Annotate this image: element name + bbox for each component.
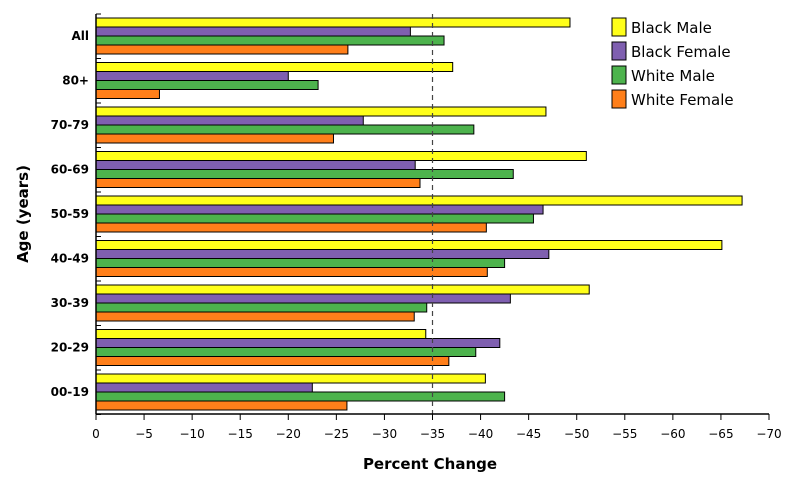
y-tick-label: 50-59 bbox=[51, 207, 89, 221]
legend-swatch bbox=[611, 41, 627, 61]
bar-black-female-60-69 bbox=[95, 160, 416, 170]
bar-black-female-30-39 bbox=[95, 293, 511, 304]
y-tick-label: All bbox=[71, 29, 89, 43]
x-tick-label: 0 bbox=[92, 427, 100, 441]
bar-black-female-70-79 bbox=[95, 115, 364, 126]
legend-label: Black Female bbox=[631, 43, 731, 61]
bar-white-female-70-79 bbox=[95, 133, 334, 144]
bar-black-male-40-49 bbox=[95, 240, 723, 250]
bar-white-female-60-69 bbox=[95, 178, 421, 188]
y-tick-label: 40-49 bbox=[51, 252, 89, 266]
bar-black-male-All bbox=[95, 17, 571, 28]
x-tick-label: −45 bbox=[516, 427, 541, 441]
y-tick-label: 20-29 bbox=[51, 341, 89, 355]
bar-white-male-20-29 bbox=[95, 347, 477, 357]
bar-white-female-80+ bbox=[95, 89, 160, 99]
bar-white-female-00-19 bbox=[95, 400, 348, 411]
bar-white-male-70-79 bbox=[95, 124, 475, 135]
x-tick-label: −65 bbox=[708, 427, 733, 441]
legend-swatch bbox=[611, 65, 627, 85]
x-tick-label: −50 bbox=[564, 427, 589, 441]
x-tick-label: −20 bbox=[276, 427, 301, 441]
x-tick-label: −60 bbox=[660, 427, 685, 441]
bar-black-male-30-39 bbox=[95, 284, 590, 295]
y-tick-label: 80+ bbox=[62, 74, 89, 88]
bar-white-male-All bbox=[95, 35, 445, 46]
x-tick-label: −70 bbox=[756, 427, 781, 441]
y-tick-label: 70-79 bbox=[51, 118, 89, 132]
bar-black-female-80+ bbox=[95, 71, 289, 81]
legend-label: Black Male bbox=[631, 19, 712, 37]
bar-white-female-40-49 bbox=[95, 267, 488, 277]
bar-white-female-All bbox=[95, 44, 349, 55]
y-ticks: All 80+ 70-79 60-69 50-59 40-49 30-39 20-29 00-1… bbox=[51, 13, 101, 415]
legend-swatch bbox=[611, 89, 627, 109]
x-tick-label: −55 bbox=[612, 427, 637, 441]
bar-black-female-50-59 bbox=[95, 204, 544, 215]
bar-black-male-60-69 bbox=[95, 151, 587, 161]
legend-label: White Female bbox=[631, 91, 734, 109]
y-tick-label: 60-69 bbox=[51, 163, 89, 177]
bar-white-male-40-49 bbox=[95, 258, 506, 268]
legend-label: White Male bbox=[631, 67, 715, 85]
x-tick-label: −15 bbox=[228, 427, 253, 441]
x-tick-label: −5 bbox=[135, 427, 153, 441]
bar-black-female-20-29 bbox=[95, 338, 501, 348]
legend-swatch bbox=[611, 17, 627, 37]
bar-black-male-20-29 bbox=[95, 329, 427, 339]
bar-black-female-40-49 bbox=[95, 249, 550, 259]
bar-black-female-00-19 bbox=[95, 382, 313, 393]
bar-white-female-50-59 bbox=[95, 222, 487, 233]
bar-black-male-00-19 bbox=[95, 373, 486, 384]
x-tick-label: −35 bbox=[420, 427, 445, 441]
x-axis-label: Percent Change bbox=[363, 455, 497, 473]
legend: Black Male Black Female White Male White Fe… bbox=[611, 17, 734, 109]
bar-white-male-60-69 bbox=[95, 169, 514, 179]
x-tick-label: −25 bbox=[324, 427, 349, 441]
x-tick-label: −40 bbox=[468, 427, 493, 441]
bar-white-female-20-29 bbox=[95, 356, 450, 366]
bar-white-male-00-19 bbox=[95, 391, 506, 402]
y-tick-label: 30-39 bbox=[51, 296, 89, 310]
x-ticks: 0 −5 −10 −15 −20 −25 −30 −35 −40 −45 −50 −55 −60 −65 −… bbox=[92, 414, 782, 441]
bar-white-male-30-39 bbox=[95, 302, 428, 313]
bar-black-male-50-59 bbox=[95, 195, 743, 206]
bar-black-female-All bbox=[95, 26, 411, 37]
bar-black-male-80+ bbox=[95, 62, 454, 72]
x-tick-label: −30 bbox=[372, 427, 397, 441]
bars-layer bbox=[95, 17, 743, 411]
x-tick-label: −10 bbox=[179, 427, 204, 441]
bar-white-female-30-39 bbox=[95, 311, 415, 322]
bar-black-male-70-79 bbox=[95, 106, 547, 117]
y-axis-label: Age (years) bbox=[14, 165, 32, 263]
bar-white-male-50-59 bbox=[95, 213, 534, 224]
y-tick-label: 00-19 bbox=[51, 385, 89, 399]
bar-white-male-80+ bbox=[95, 80, 319, 90]
